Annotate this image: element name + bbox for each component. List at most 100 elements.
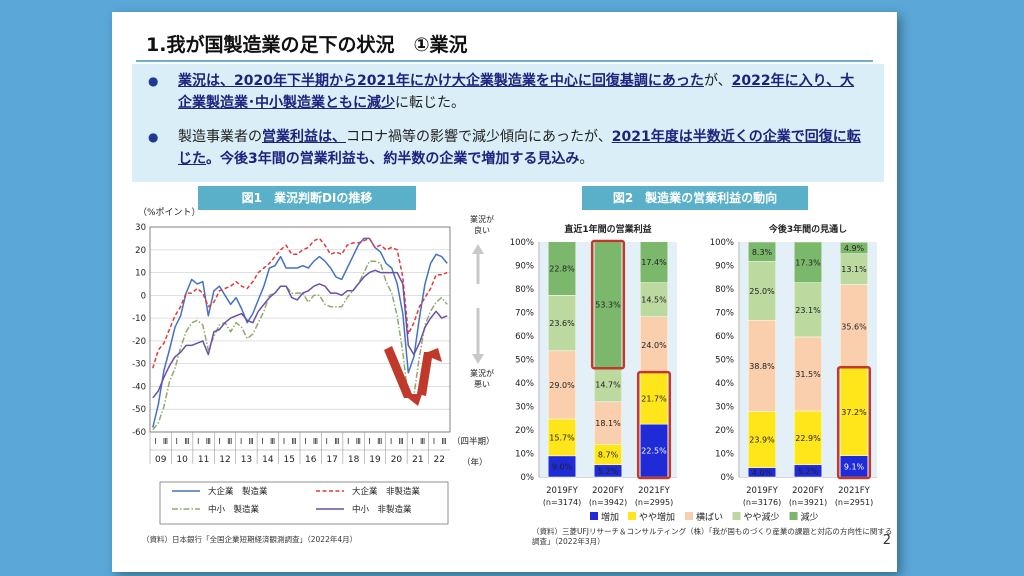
fig1-annotation-bad-line1: 業況が (470, 368, 494, 378)
fig2-data-label: 14.7% (595, 381, 621, 390)
summary-bullet-1: ● 業況は、2020年下半期から2021年にかけ大企業製造業を中心に回復基調にあ… (148, 70, 868, 114)
fig1-quarter-tick-label: Ⅲ (399, 437, 404, 446)
bullet2-part6: 。 (579, 151, 594, 167)
fig2-y-tick-label: 100% (710, 238, 734, 248)
fig2-y-tick-label: 20% (715, 426, 734, 436)
slide: 1.我が国製造業の足下の状況 ①業況 ● 業況は、2020年下半期から2021年… (112, 12, 897, 572)
fig2-bar-segment (839, 241, 869, 255)
fig2-legend-swatch (685, 512, 693, 520)
bullet1-part4: に転じた。 (395, 95, 465, 111)
fig2-recent-year-title: 直近1年間の営業利益 (564, 223, 651, 235)
fig2-legend-label: やや減少 (744, 511, 780, 523)
fig1-quarter-tick-label: Ⅰ (283, 437, 285, 446)
fig2-data-label: 17.3% (795, 258, 821, 267)
fig2-n-label: (n=3942) (589, 498, 627, 507)
fig2-category-label: 2020FY (792, 486, 825, 496)
fig2-data-label: 21.7% (641, 395, 667, 404)
fig1-quarter-tick-label: Ⅲ (313, 437, 318, 446)
fig2-data-label: 22.8% (549, 265, 575, 274)
fig1-y-tick-label: -40 (132, 382, 146, 392)
fig2-bar-segment (839, 284, 869, 369)
fig1-quarter-tick-label: Ⅰ (219, 437, 221, 446)
fig2-category-label: 2021FY (838, 486, 871, 496)
fig1-legend-label: 中小 製造業 (208, 504, 260, 515)
fig1-year-tick-label: 20 (391, 455, 403, 465)
fig2-data-label: 53.3% (595, 301, 621, 310)
fig2-y-tick-label: 80% (515, 285, 534, 295)
fig2-y-tick-label: 90% (515, 262, 534, 272)
fig2-data-label: 4.9% (844, 244, 865, 253)
fig2-y-tick-label: 80% (715, 285, 734, 295)
fig1-annotation-good-line1: 業況が (470, 214, 494, 224)
fig2-data-label: 25.0% (749, 287, 775, 296)
fig1-annotation-good-line2: 良い (474, 225, 490, 235)
fig2-n-label: (n=2951) (835, 498, 873, 507)
fig1-source: （資料）日本銀行「全国企業短期経済観測調査」（2022年4月） (142, 535, 358, 544)
fig1-year-tick-label: 16 (305, 455, 317, 465)
fig2-y-tick-label: 60% (515, 332, 534, 342)
fig1-quarter-tick-label: Ⅰ (433, 437, 435, 446)
fig2-n-label: (n=2995) (635, 498, 673, 507)
fig2-bar-segment (639, 241, 669, 283)
series-small-mfg-line (152, 260, 448, 431)
fig1-quarter-tick-label: Ⅰ (176, 437, 178, 446)
fig1-quarter-tick-label: Ⅰ (369, 437, 371, 446)
fig1-down-icon (472, 354, 484, 364)
fig2-highlight-box (636, 370, 672, 480)
fig2-data-label: 9.0% (552, 462, 573, 471)
fig1-label: 図1 業況判断DIの推移 (198, 186, 416, 210)
fig1-quarter-tick-label: Ⅰ (154, 437, 156, 446)
fig2-legend-label: やや増加 (639, 511, 675, 523)
bullet1-part3: 2022年に入り、大企業製造業･中小製造業ともに減少 (178, 73, 855, 111)
fig2-y-tick-label: 0% (521, 473, 535, 483)
series-small-nonmfg-line (152, 269, 448, 399)
fig2-y-tick-label: 40% (515, 379, 534, 389)
fig1-arrow-down-icon (384, 346, 422, 406)
fig2-bar-segment (593, 401, 623, 445)
fig2-bar-segment (547, 241, 577, 296)
fig1-year-tick-label: 14 (262, 455, 274, 465)
fig2-bar-segment (839, 367, 869, 456)
fig1-quarter-tick-label: Ⅰ (261, 437, 263, 446)
fig1-quarter-tick-label: Ⅲ (377, 437, 382, 446)
bullet-dot-icon: ● (148, 130, 159, 144)
fig1-quarter-tick-label: Ⅲ (270, 437, 275, 446)
fig2-y-tick-label: 20% (515, 426, 534, 436)
fig2-n-label: (n=3921) (789, 498, 827, 507)
fig2-y-tick-label: 0% (721, 473, 735, 483)
fig1-legend-label: 中小 非製造業 (352, 504, 412, 515)
fig2-y-tick-label: 90% (715, 262, 734, 272)
fig2-bar-segment (547, 418, 577, 457)
fig2-y-tick-label: 70% (515, 309, 534, 319)
summary-bullet-2: ● 製造事業者の営業利益は、コロナ禍等の影響で減少傾向にあったが、2021年度は… (148, 126, 868, 170)
fig2-category-label: 2021FY (638, 486, 671, 496)
fig2-legend-label: 増加 (601, 511, 619, 523)
fig2-bar-segment (747, 241, 777, 262)
fig1-y-tick-label: 0 (141, 291, 146, 301)
fig1-quarter-tick-label: Ⅲ (227, 437, 232, 446)
fig2-bar-segment (793, 410, 823, 466)
fig1-quarter-tick-label: Ⅰ (240, 437, 242, 446)
fig2-y-tick-label: 100% (510, 238, 534, 248)
summary-box: ● 業況は、2020年下半期から2021年にかけ大企業製造業を中心に回復基調にあ… (132, 64, 884, 182)
fig1-x-axis-label: （年） (462, 457, 488, 468)
fig2-category-label: 2020FY (592, 486, 625, 496)
bullet2-part2: 営業利益は、 (262, 129, 346, 145)
fig1-arrow-up-icon (417, 348, 442, 396)
fig2-data-label: 29.0% (549, 381, 575, 390)
fig1-legend-label: 大企業 非製造業 (352, 486, 421, 497)
fig2-data-label: 23.9% (749, 436, 775, 445)
fig2-bar-segment (593, 241, 623, 368)
fig2-data-label: 4.0% (752, 468, 773, 477)
fig1-quarter-tick-label: Ⅰ (304, 437, 306, 446)
fig2-y-tick-label: 30% (715, 403, 734, 413)
fig1-legend-label: 大企業 製造業 (208, 486, 268, 497)
fig1-y-tick-label: 10 (135, 269, 146, 279)
fig1-quarter-tick-label: Ⅲ (163, 437, 168, 446)
fig2-bar-segment (639, 372, 669, 425)
fig2-bar-segment (547, 295, 577, 352)
fig2-data-label: 31.5% (795, 370, 821, 379)
fig2-bar-segment (747, 411, 777, 468)
fig2-data-label: 22.9% (795, 434, 821, 443)
